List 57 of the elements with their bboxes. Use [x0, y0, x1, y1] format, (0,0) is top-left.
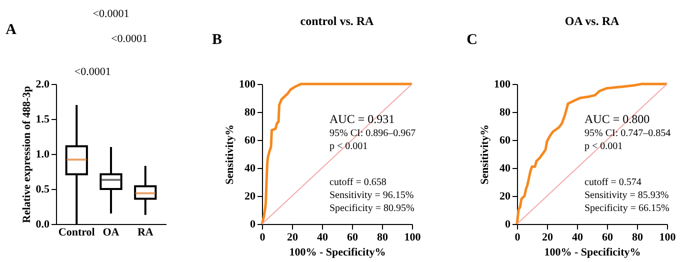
x-tick-label: 60: [602, 232, 614, 244]
text: A: [6, 22, 17, 38]
x-tick-label: 80: [377, 232, 388, 244]
x-tick-label: 40: [572, 232, 584, 244]
annotation: Specificity = 66.15%: [584, 203, 670, 214]
text: C: [466, 32, 478, 48]
annotation: AUC = 0.931: [330, 112, 395, 126]
text: <0.0001: [74, 66, 111, 78]
y-axis-title: Sensitivity%: [224, 124, 236, 184]
text: B: [212, 32, 222, 48]
y-tick-label: 20: [500, 190, 511, 202]
x-tick-label: 20: [287, 232, 298, 244]
annotation: Sensitivity = 85.93%: [584, 190, 669, 201]
annotation: 95% CI: 0.896–0.967: [330, 128, 416, 139]
x-tick-label: 100: [404, 232, 422, 244]
y-tick-label: 80: [500, 106, 511, 118]
annotation: Specificity = 80.95%: [330, 203, 414, 214]
y-tick-label: 0: [505, 218, 511, 230]
y-tick-label: 2.0: [36, 78, 50, 90]
chart-title: control vs. RA: [300, 14, 374, 28]
chart-title: OA vs. RA: [564, 14, 620, 28]
x-tick-label: Control: [58, 226, 95, 238]
y-tick-label: 40: [500, 162, 511, 174]
y-tick-label: 0.5: [36, 184, 50, 196]
annotation: Sensitivity = 96.15%: [330, 190, 414, 201]
x-tick-label: 60: [347, 232, 358, 244]
y-tick-label: 1.5: [36, 114, 50, 126]
annotation: 95% CI: 0.747–0.854: [584, 128, 671, 139]
y-tick-label: 60: [500, 134, 511, 146]
annotation: p < 0.001: [584, 141, 623, 152]
annotation: AUC = 0.800: [584, 112, 650, 126]
x-tick-label: OA: [102, 226, 120, 238]
annotation: cutoff = 0.658: [330, 177, 386, 188]
x-tick-label: RA: [137, 226, 154, 238]
annotation: p < 0.001: [330, 141, 368, 152]
y-tick-label: 80: [244, 106, 256, 118]
y-tick-label: 40: [244, 162, 256, 174]
x-tick-label: 100: [659, 232, 676, 244]
x-tick-label: 0: [514, 232, 521, 244]
y-tick-label: 100: [239, 78, 256, 90]
x-tick-label: 40: [317, 232, 328, 244]
x-tick-label: 80: [632, 232, 644, 244]
y-tick-label: 0.0: [36, 218, 50, 230]
y-tick-label: 20: [244, 190, 256, 202]
y-tick-label: 1.0: [36, 148, 50, 160]
y-tick-label: 100: [494, 78, 511, 90]
y-axis-title: Sensitivity%: [479, 124, 491, 184]
y-axis-title: Relative expression of 488-3p: [20, 86, 33, 223]
x-tick-label: 20: [542, 232, 554, 244]
y-tick-label: 60: [244, 134, 256, 146]
x-axis-title: 100% - Specificity%: [544, 246, 641, 258]
y-tick-label: 0: [250, 218, 256, 230]
x-axis-title: 100% - Specificity%: [289, 246, 386, 258]
annotation: cutoff = 0.574: [584, 177, 642, 188]
x-tick-label: 0: [260, 232, 266, 244]
text: <0.0001: [92, 8, 130, 20]
text: <0.0001: [111, 33, 148, 45]
